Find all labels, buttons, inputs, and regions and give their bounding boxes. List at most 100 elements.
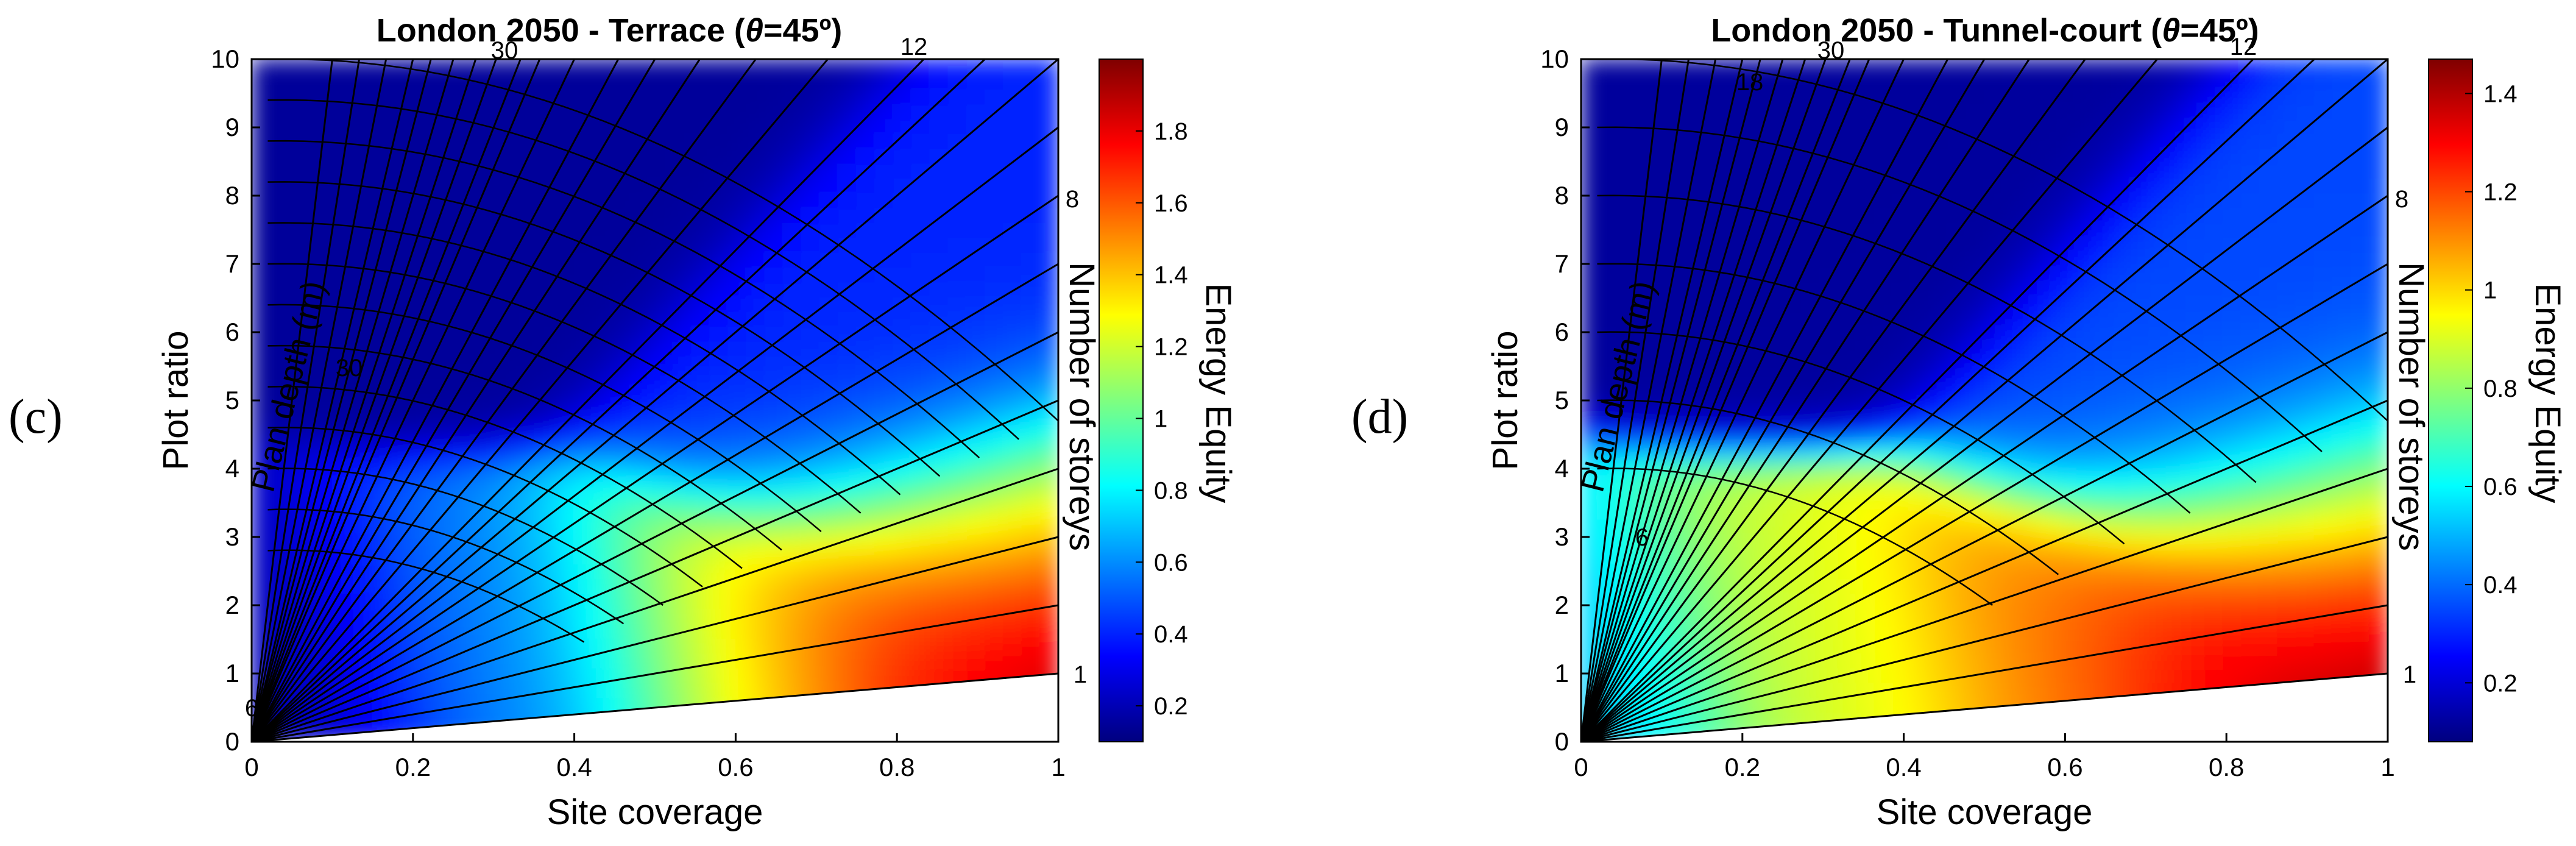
- heatmap-cell: [2222, 548, 2242, 564]
- heatmap-cell: [874, 592, 894, 609]
- heatmap-cell: [2148, 548, 2168, 564]
- storey-contour-line: [251, 194, 1059, 743]
- heatmap-cell: [1892, 162, 1912, 179]
- heatmap-cell: [2148, 607, 2168, 624]
- storey-contour-line: [1580, 59, 1986, 742]
- heatmap-cell: [691, 177, 711, 194]
- heatmap-cell: [966, 148, 986, 164]
- heatmap-cell: [453, 310, 473, 327]
- heatmap-cell: [489, 548, 509, 564]
- heatmap-cell: [2332, 310, 2352, 327]
- heatmap-cell: [2148, 518, 2168, 535]
- heatmap-cell: [1039, 578, 1058, 594]
- heatmap-cell: [746, 533, 766, 550]
- heatmap-cell: [837, 607, 857, 624]
- heatmap-cell: [1617, 132, 1637, 149]
- heatmap-cell: [691, 563, 711, 580]
- heatmap-cell: [2204, 607, 2224, 624]
- heatmap-cell: [2368, 459, 2388, 475]
- heatmap-cell: [2350, 489, 2370, 505]
- heatmap-cell: [2002, 177, 2022, 194]
- heatmap-cell: [2112, 221, 2132, 238]
- colorbar-tick-label: 1: [1154, 405, 1167, 432]
- heatmap-cell: [819, 340, 839, 357]
- heatmap-cell: [1910, 59, 1930, 75]
- heatmap-cell: [654, 637, 674, 653]
- heatmap-cell: [746, 503, 766, 520]
- heatmap-cell: [508, 236, 528, 253]
- heatmap-cell: [2259, 474, 2279, 491]
- heatmap-cell: [727, 548, 748, 564]
- heatmap-cell: [856, 281, 876, 297]
- heatmap-cell: [2259, 296, 2279, 312]
- heatmap-cell: [544, 59, 564, 75]
- heatmap-cell: [1002, 652, 1022, 669]
- heatmap-cell: [2332, 503, 2352, 520]
- heatmap-cell: [691, 622, 711, 639]
- storey-contour-line: [1580, 59, 1905, 742]
- heatmap-cell: [2093, 296, 2114, 312]
- heatmap-cell: [1002, 310, 1022, 327]
- heatmap-cell: [1947, 400, 1967, 416]
- heatmap-cell: [929, 207, 949, 223]
- heatmap-cell: [764, 533, 784, 550]
- heatmap-cell: [2057, 385, 2077, 401]
- heatmap-cell: [526, 207, 546, 223]
- heatmap-cell: [434, 489, 454, 505]
- heatmap-cell: [1002, 221, 1022, 238]
- heatmap-cell: [2259, 414, 2279, 431]
- heatmap-cell: [1910, 162, 1930, 179]
- y-tick-label: 0: [225, 727, 239, 756]
- heatmap-cell: [2112, 340, 2132, 357]
- heatmap-cell: [2057, 132, 2077, 149]
- heatmap-cell: [1965, 370, 1985, 386]
- heatmap-cell: [2313, 310, 2334, 327]
- heatmap-cell: [837, 148, 857, 164]
- heatmap-cell: [984, 370, 1004, 386]
- heatmap-cell: [1581, 281, 1601, 297]
- heatmap-cell: [947, 592, 968, 609]
- heatmap-cell: [361, 340, 381, 357]
- heatmap-cell: [1690, 296, 1710, 312]
- x-tick-label: 0: [1574, 753, 1588, 781]
- colorbar-tick-label: 1.8: [1154, 118, 1188, 145]
- heatmap-cell: [654, 296, 674, 312]
- heatmap-cell: [2350, 251, 2370, 268]
- heatmap-cell: [2277, 355, 2297, 372]
- heatmap-cell: [2148, 503, 2168, 520]
- heatmap-cell: [2350, 414, 2370, 431]
- heatmap-cell: [1928, 236, 1948, 253]
- heatmap-cell: [562, 162, 582, 179]
- heatmap-cell: [2020, 281, 2040, 297]
- heatmap-cell: [1654, 266, 1674, 283]
- heatmap-cell: [673, 177, 693, 194]
- heatmap-cell: [306, 177, 326, 194]
- storey-contour-label: 1: [2403, 661, 2416, 688]
- heatmap-cell: [2093, 148, 2114, 164]
- heatmap-cell: [1002, 132, 1022, 149]
- heatmap-cell: [1745, 637, 1765, 653]
- heatmap-cell: [1617, 370, 1637, 386]
- heatmap-cell: [1965, 414, 1985, 431]
- heatmap-cell: [837, 59, 857, 75]
- heatmap-cell: [654, 88, 674, 105]
- heatmap-cell: [1855, 207, 1875, 223]
- heatmap-cell: [269, 192, 289, 208]
- heatmap-cell: [306, 148, 326, 164]
- heatmap-cell: [2075, 236, 2095, 253]
- heatmap-cell: [2167, 518, 2187, 535]
- heatmap-cell: [966, 118, 986, 134]
- heatmap-cell: [654, 266, 674, 283]
- heatmap-cell: [252, 400, 271, 416]
- heatmap-cell: [2350, 236, 2370, 253]
- heatmap-cell: [1800, 236, 1821, 253]
- heatmap-cell: [947, 518, 968, 535]
- heatmap-cell: [252, 518, 271, 535]
- heatmap-cell: [2350, 296, 2370, 312]
- heatmap-cell: [599, 221, 619, 238]
- storey-contour-label: 30: [491, 37, 518, 64]
- heatmap-cell: [1599, 474, 1619, 491]
- storey-contour-line: [251, 672, 1059, 743]
- storeys-contours: [1580, 58, 2388, 743]
- heatmap-cell: [617, 148, 637, 164]
